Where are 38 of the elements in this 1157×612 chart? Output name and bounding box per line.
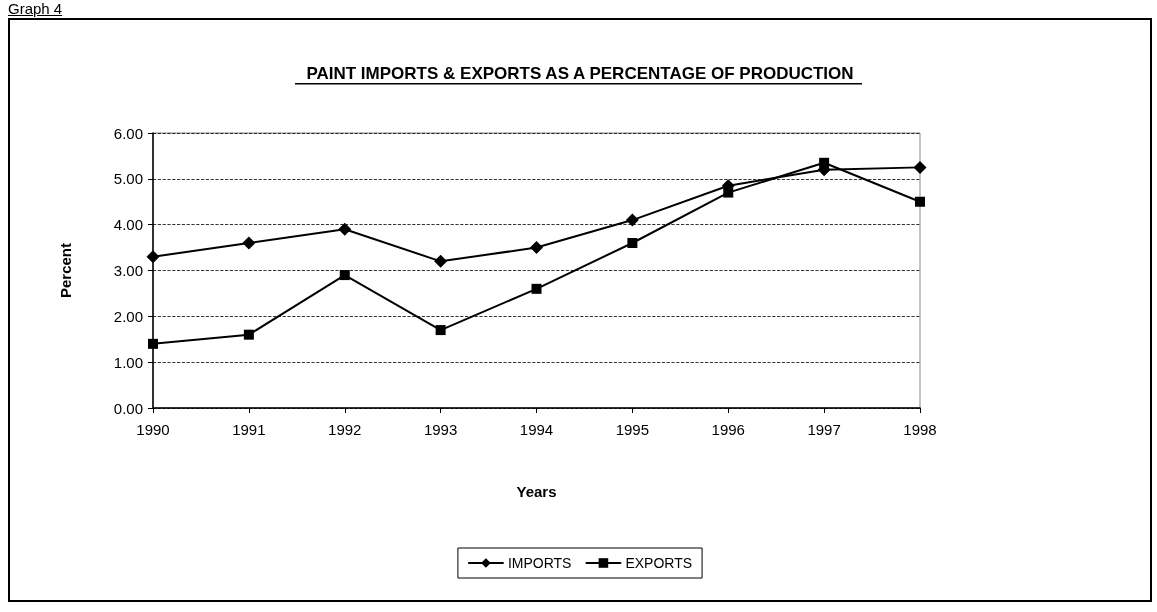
point — [338, 222, 352, 236]
point — [242, 236, 256, 250]
y-tick-label: 3.00 — [113, 262, 143, 279]
caption: Graph 4 — [8, 0, 63, 17]
y-tick-label: 0.00 — [113, 399, 143, 417]
y-tick-label: 1.00 — [113, 353, 143, 371]
point — [723, 187, 734, 198]
point — [819, 157, 830, 168]
point — [913, 160, 927, 174]
chart-title: PAINT IMPORTS & EXPORTS AS A PERCENTAGE OF PRODUCTION — [306, 64, 854, 83]
x-tick-label: 1992 — [328, 421, 362, 438]
point — [339, 270, 350, 281]
point — [146, 250, 160, 264]
point — [915, 196, 925, 207]
y-tick-label: 4.00 — [113, 216, 143, 234]
point — [530, 241, 543, 255]
x-tick-label: 1994 — [519, 421, 554, 438]
x-tick-label: 1997 — [807, 421, 841, 438]
x-tick-label: 1998 — [903, 421, 937, 438]
y-tick-label: 5.00 — [113, 170, 143, 188]
point — [435, 325, 446, 336]
legend-label: IMPORTS — [507, 555, 572, 571]
point — [625, 213, 639, 227]
y-tick-label: 6.00 — [113, 124, 143, 142]
point — [531, 283, 542, 294]
y-tick-label: 2.00 — [113, 307, 143, 325]
y-axis-title: Percent — [57, 242, 74, 299]
x-tick-label: 1995 — [615, 421, 650, 438]
x-tick-label: 1990 — [136, 421, 170, 438]
point — [434, 254, 448, 268]
x-tick-label: 1991 — [232, 421, 266, 438]
point — [243, 329, 254, 340]
legend-label: EXPORTS — [625, 555, 693, 571]
point — [627, 238, 638, 248]
x-tick-label: 1996 — [711, 421, 745, 438]
x-tick-label: 1993 — [423, 421, 458, 438]
x-axis-title: Years — [516, 483, 557, 500]
point — [148, 338, 158, 349]
